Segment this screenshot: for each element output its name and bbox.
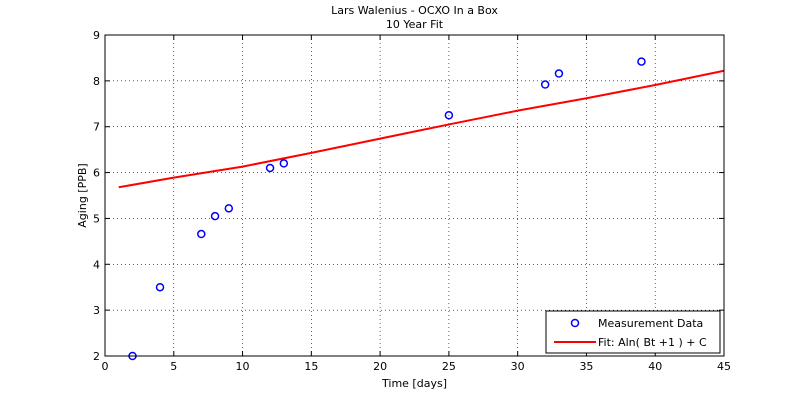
x-axis-label: Time [days]	[381, 377, 447, 390]
x-tick-label: 30	[511, 360, 525, 373]
y-tick-label: 2	[93, 350, 100, 363]
x-tick-label: 20	[373, 360, 387, 373]
y-tick-label: 8	[93, 75, 100, 88]
data-point	[155, 282, 165, 292]
legend-label-fit: Fit: Aln( Bt +1 ) + C	[598, 336, 707, 349]
data-point	[444, 111, 454, 120]
y-tick-label: 3	[93, 304, 100, 317]
data-point	[197, 229, 206, 239]
y-axis-label: Aging [PPB]	[76, 163, 89, 227]
x-tick-label: 35	[579, 360, 593, 373]
data-point	[637, 57, 646, 66]
x-tick-label: 15	[304, 360, 318, 373]
plot-area	[105, 35, 724, 356]
chart-title: Lars Walenius - OCXO In a Box	[331, 4, 498, 17]
y-tick-label: 5	[93, 212, 100, 225]
legend-marker-measurement	[570, 318, 580, 328]
grid	[105, 35, 724, 356]
data-point	[224, 204, 234, 213]
y-tick-label: 4	[93, 258, 100, 271]
x-tick-label: 10	[236, 360, 250, 373]
series-layer	[118, 57, 725, 361]
x-tick-label: 45	[717, 360, 731, 373]
data-point	[540, 80, 550, 89]
data-point	[210, 211, 220, 221]
y-tick-label: 6	[93, 167, 100, 180]
y-tick-label: 7	[93, 121, 100, 134]
legend-box	[545, 310, 721, 354]
axes-frame	[104, 34, 725, 357]
y-tick-label: 9	[93, 29, 100, 42]
x-tick-label: 25	[442, 360, 456, 373]
data-point	[279, 159, 289, 168]
legend-label-measurement: Measurement Data	[598, 317, 703, 330]
x-tick-label: 40	[648, 360, 662, 373]
data-point	[265, 163, 275, 173]
data-point	[554, 69, 564, 78]
chart-subtitle: 10 Year Fit	[386, 18, 444, 31]
fit-line	[118, 69, 725, 189]
legend: Measurement Data Fit: Aln( Bt +1 ) + C	[545, 310, 721, 354]
x-tick-label: 5	[170, 360, 177, 373]
x-tick-label: 0	[102, 360, 109, 373]
